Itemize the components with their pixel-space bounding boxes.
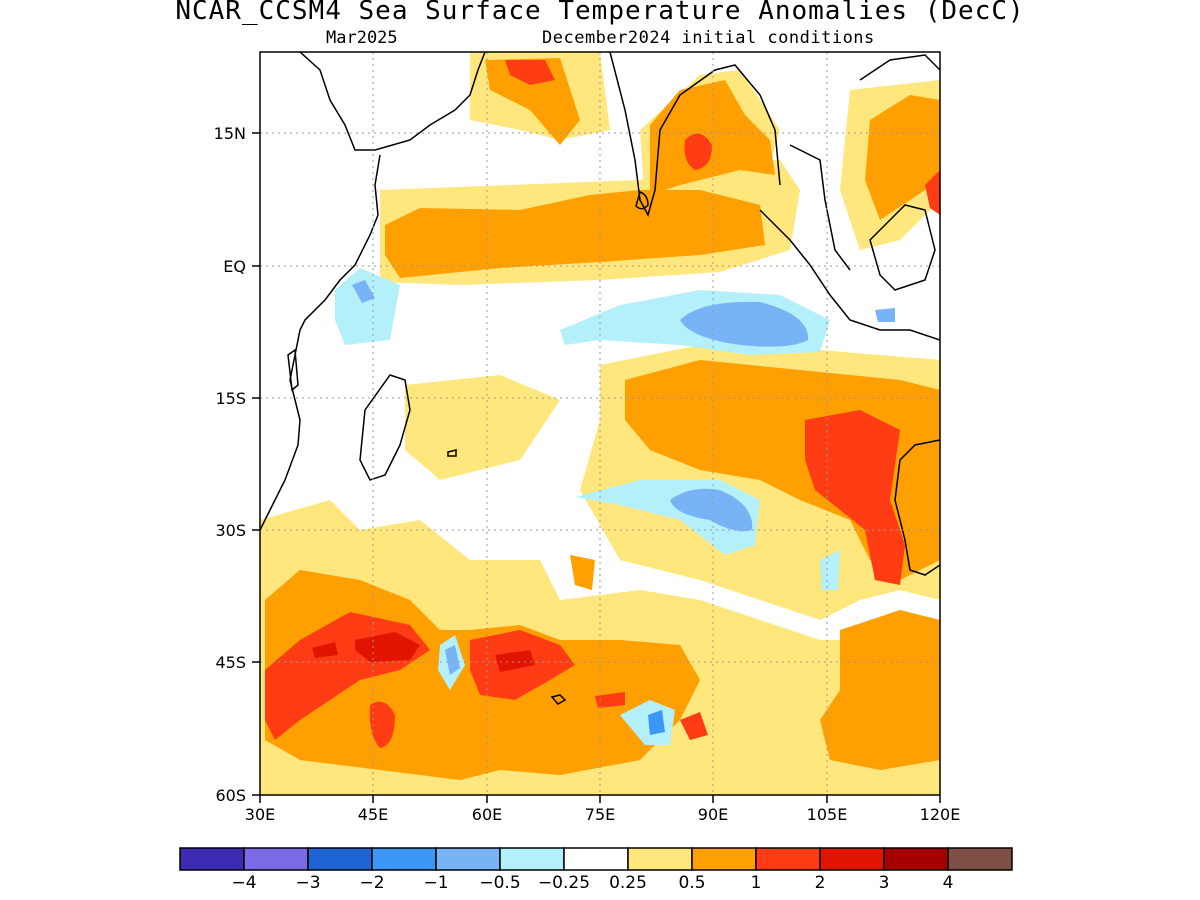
colorbar-swatch <box>883 847 949 871</box>
coastline <box>635 191 649 210</box>
tick-marks <box>252 132 941 803</box>
coastline <box>759 209 940 341</box>
lat-tick-labels: 15N EQ 15S 30S 45S 60S <box>214 124 246 805</box>
anomaly-region <box>820 610 940 770</box>
colorbar-label: 0.5 <box>678 873 705 893</box>
colorbar-label: 2 <box>815 873 826 893</box>
lon-tick-label: 60E <box>472 805 502 824</box>
coastline <box>789 144 851 271</box>
colorbar-labels: −4 −3 −2 −1 −0.5 −0.25 0.25 0.5 1 2 3 4 <box>231 873 953 893</box>
anomaly-region <box>595 692 625 708</box>
anomaly-region <box>875 308 895 322</box>
lat-tick-label: 15S <box>215 389 246 408</box>
coastline <box>894 439 940 576</box>
colorbar-label: 1 <box>751 873 762 893</box>
coastline <box>609 52 781 218</box>
coastline <box>299 52 486 151</box>
anomaly-region <box>495 650 535 672</box>
anomaly-region <box>335 268 400 345</box>
colorbar-label: −4 <box>231 873 256 893</box>
colorbar-swatch <box>435 847 501 871</box>
lon-tick-label: 120E <box>920 805 961 824</box>
coastline <box>260 154 381 531</box>
colorbar-label: −0.25 <box>538 873 590 893</box>
anomaly-region <box>570 555 595 590</box>
lon-tick-label: 45E <box>358 805 388 824</box>
lat-tick-label: 45S <box>215 653 246 672</box>
coastline <box>869 204 936 291</box>
anomaly-region <box>865 95 940 220</box>
grid-lines <box>260 52 940 795</box>
anomaly-region <box>684 133 712 170</box>
anomaly-region <box>485 58 580 145</box>
anomaly-region <box>925 170 940 215</box>
colorbar-label: −1 <box>423 873 448 893</box>
colorbar-swatch <box>755 847 821 871</box>
anomaly-region <box>405 375 560 480</box>
anomaly-region <box>820 550 840 590</box>
colorbar-label: −3 <box>295 873 320 893</box>
anomaly-region <box>680 712 708 740</box>
anomaly-region <box>312 642 338 658</box>
lon-tick-label: 90E <box>698 805 728 824</box>
colorbar-swatch <box>563 847 629 871</box>
lat-tick-label: 30S <box>215 521 246 540</box>
lon-tick-labels: 30E 45E 60E 75E 90E 105E 120E <box>245 805 961 824</box>
colorbar-label: −0.5 <box>479 873 520 893</box>
colorbar-swatch <box>499 847 565 871</box>
colorbar-label: 4 <box>943 873 954 893</box>
lat-tick-label: EQ <box>223 257 246 276</box>
anomaly-region <box>445 645 460 675</box>
colorbar-swatch <box>691 847 757 871</box>
initial-conditions: December2024 initial conditions <box>542 28 875 48</box>
colorbar-swatch <box>947 847 1013 871</box>
anomaly-region <box>805 410 905 585</box>
coastline <box>359 374 411 481</box>
forecast-month: Mar2025 <box>326 28 398 48</box>
colorbar-label: 0.25 <box>609 873 647 893</box>
coastline <box>287 348 299 392</box>
anomaly-region <box>352 280 375 303</box>
colorbar-label: −2 <box>359 873 384 893</box>
colorbar-swatch <box>819 847 885 871</box>
colorbar-swatch <box>179 847 245 871</box>
anomaly-region <box>648 710 665 735</box>
lon-tick-label: 105E <box>807 805 848 824</box>
lat-tick-label: 60S <box>215 786 246 805</box>
colorbar-swatch <box>371 847 437 871</box>
lat-tick-label: 15N <box>214 124 246 143</box>
anomaly-region <box>369 701 395 748</box>
lon-tick-label: 30E <box>245 805 275 824</box>
colorbar-swatch <box>627 847 693 871</box>
coastlines <box>260 52 940 705</box>
anomaly-region <box>680 301 809 347</box>
coastline <box>859 54 940 81</box>
lon-tick-label: 75E <box>585 805 615 824</box>
colorbar <box>179 847 1013 871</box>
coastline <box>550 694 567 705</box>
anomaly-region <box>670 488 753 532</box>
anomaly-region <box>505 60 555 85</box>
colorbar-label: 3 <box>879 873 890 893</box>
colorbar-swatch <box>307 847 373 871</box>
coastline <box>447 449 457 457</box>
anomaly-region <box>385 190 765 278</box>
anomaly-region <box>355 632 420 662</box>
chart-title: NCAR_CCSM4 Sea Surface Temperature Anoma… <box>175 0 1025 26</box>
colorbar-swatch <box>243 847 309 871</box>
